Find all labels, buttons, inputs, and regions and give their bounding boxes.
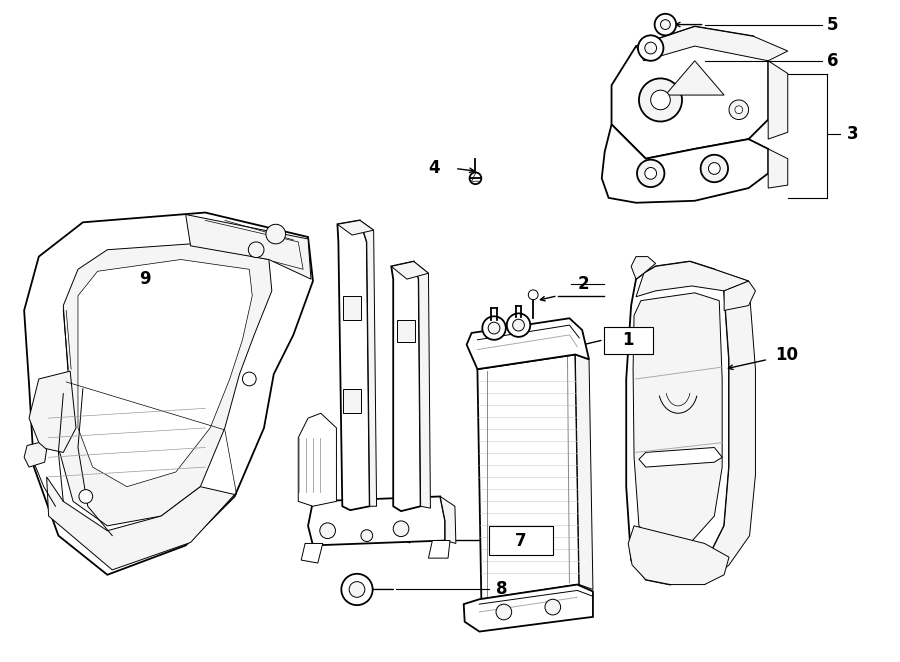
Polygon shape (360, 220, 376, 506)
Polygon shape (428, 540, 450, 558)
Circle shape (639, 78, 682, 122)
Polygon shape (185, 214, 311, 279)
Circle shape (488, 322, 500, 334)
Polygon shape (636, 26, 788, 61)
Polygon shape (58, 244, 272, 526)
Circle shape (341, 574, 373, 605)
Circle shape (729, 100, 749, 120)
Circle shape (638, 35, 663, 61)
Circle shape (507, 313, 530, 337)
Text: 1: 1 (623, 331, 634, 349)
Text: 4: 4 (428, 160, 440, 177)
Polygon shape (769, 149, 788, 188)
Text: 9: 9 (139, 270, 150, 288)
Circle shape (654, 14, 676, 35)
Circle shape (266, 224, 285, 244)
Text: 10: 10 (775, 346, 798, 365)
Circle shape (637, 160, 664, 187)
Circle shape (528, 290, 538, 300)
Text: 7: 7 (515, 532, 526, 549)
Text: 5: 5 (827, 16, 839, 34)
Polygon shape (24, 443, 47, 467)
Circle shape (79, 490, 93, 503)
Bar (490, 526, 553, 555)
Bar (604, 327, 652, 354)
Circle shape (735, 106, 742, 114)
Polygon shape (628, 526, 729, 585)
Text: 3: 3 (847, 125, 858, 143)
Bar (343, 296, 361, 320)
Polygon shape (78, 260, 252, 487)
Circle shape (482, 316, 506, 340)
Circle shape (644, 167, 657, 179)
Polygon shape (724, 281, 755, 310)
Circle shape (361, 530, 373, 542)
Polygon shape (29, 371, 76, 452)
Polygon shape (769, 61, 788, 139)
Polygon shape (414, 261, 430, 508)
Polygon shape (24, 213, 313, 575)
Polygon shape (477, 354, 580, 599)
Bar (397, 320, 415, 342)
Circle shape (470, 172, 482, 184)
Polygon shape (392, 261, 428, 279)
Circle shape (496, 604, 512, 620)
Text: 6: 6 (827, 52, 839, 70)
Polygon shape (302, 544, 323, 563)
Polygon shape (631, 257, 655, 279)
Circle shape (700, 155, 728, 182)
Text: 2: 2 (577, 275, 589, 293)
Circle shape (393, 521, 409, 537)
Polygon shape (575, 354, 593, 589)
Polygon shape (440, 496, 456, 544)
Circle shape (320, 523, 336, 539)
Polygon shape (633, 293, 722, 544)
Polygon shape (298, 413, 337, 506)
Circle shape (248, 242, 264, 258)
Circle shape (513, 319, 525, 331)
Polygon shape (626, 261, 729, 585)
Polygon shape (308, 496, 446, 545)
Circle shape (644, 42, 657, 54)
Polygon shape (639, 448, 722, 467)
Polygon shape (611, 26, 769, 159)
Polygon shape (338, 220, 370, 510)
Bar (343, 389, 361, 413)
Polygon shape (392, 261, 420, 511)
Polygon shape (636, 261, 749, 297)
Polygon shape (47, 477, 235, 570)
Circle shape (349, 582, 364, 597)
Circle shape (651, 90, 670, 110)
Polygon shape (338, 220, 374, 235)
Circle shape (708, 163, 720, 174)
Polygon shape (602, 124, 769, 203)
Polygon shape (466, 318, 589, 369)
Circle shape (545, 599, 561, 615)
Circle shape (242, 372, 256, 386)
Polygon shape (705, 269, 755, 585)
Text: 8: 8 (496, 581, 508, 598)
Polygon shape (665, 61, 725, 95)
Polygon shape (464, 585, 593, 632)
Circle shape (661, 20, 670, 30)
